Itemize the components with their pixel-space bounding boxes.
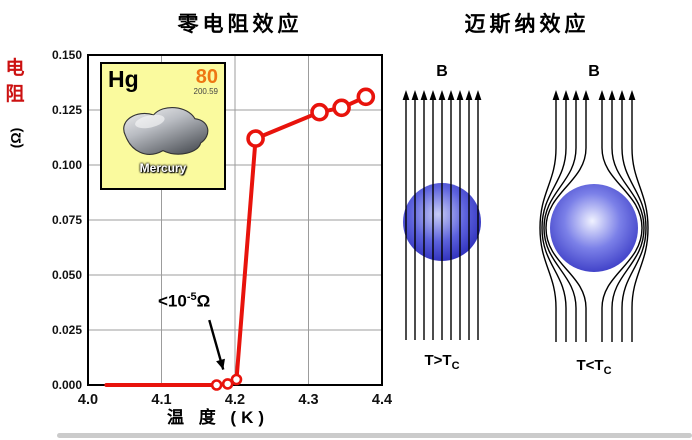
annotation-base: <10 [158,291,187,311]
caption-text: T<T [576,357,604,374]
svg-text:0.050: 0.050 [52,268,82,282]
element-tile-numbers: 80 200.59 [194,67,218,96]
element-atomic-mass: 200.59 [193,87,218,96]
x-axis-label: 温 度 (K) [166,408,270,427]
caption-subscript: C [451,360,460,372]
svg-text:0.150: 0.150 [52,48,82,62]
y-axis-label-char: 阻 [5,84,25,105]
svg-text:4.4: 4.4 [372,392,392,408]
field-label-left: B [436,63,448,80]
svg-text:0.025: 0.025 [52,323,82,337]
annotation-exponent: -5 [186,291,197,303]
svg-text:0.000: 0.000 [52,378,82,392]
element-atomic-number: 80 [195,66,218,88]
element-symbol: Hg [108,66,139,92]
annotation-unit: Ω [196,291,211,311]
svg-text:4.0: 4.0 [78,392,98,408]
resistance-annotation: <10-5Ω [158,291,210,312]
caption-subscript: C [603,365,612,377]
mercury-element-tile: Hg 80 200.59 Mercury [100,62,226,190]
svg-text:0.075: 0.075 [52,213,82,227]
field-label-right: B [588,63,600,80]
meissner-diagram-superconducting-state [539,90,649,342]
meissner-diagram-normal-state [402,90,482,340]
element-tile-header: Hg 80 200.59 [108,67,218,96]
svg-text:4.2: 4.2 [225,392,245,408]
y-axis-label: 电 阻 (Ω) [3,56,27,160]
svg-text:4.1: 4.1 [151,392,171,408]
caption-text: T>T [424,352,452,369]
y-axis-label-char: 电 [5,58,25,79]
element-name: Mercury [139,161,187,175]
svg-text:0.125: 0.125 [52,103,82,117]
caption-above-tc: T>TC [402,352,482,372]
svg-text:0.100: 0.100 [52,158,82,172]
mercury-photo [123,107,209,155]
caption-below-tc: T<TC [552,357,636,377]
y-axis-unit: (Ω) [7,127,23,149]
bottom-divider [57,433,692,438]
zero-resistance-title: 零电阻效应 [177,13,303,36]
svg-text:4.3: 4.3 [298,392,318,408]
meissner-title: 迈斯纳效应 [464,13,590,36]
